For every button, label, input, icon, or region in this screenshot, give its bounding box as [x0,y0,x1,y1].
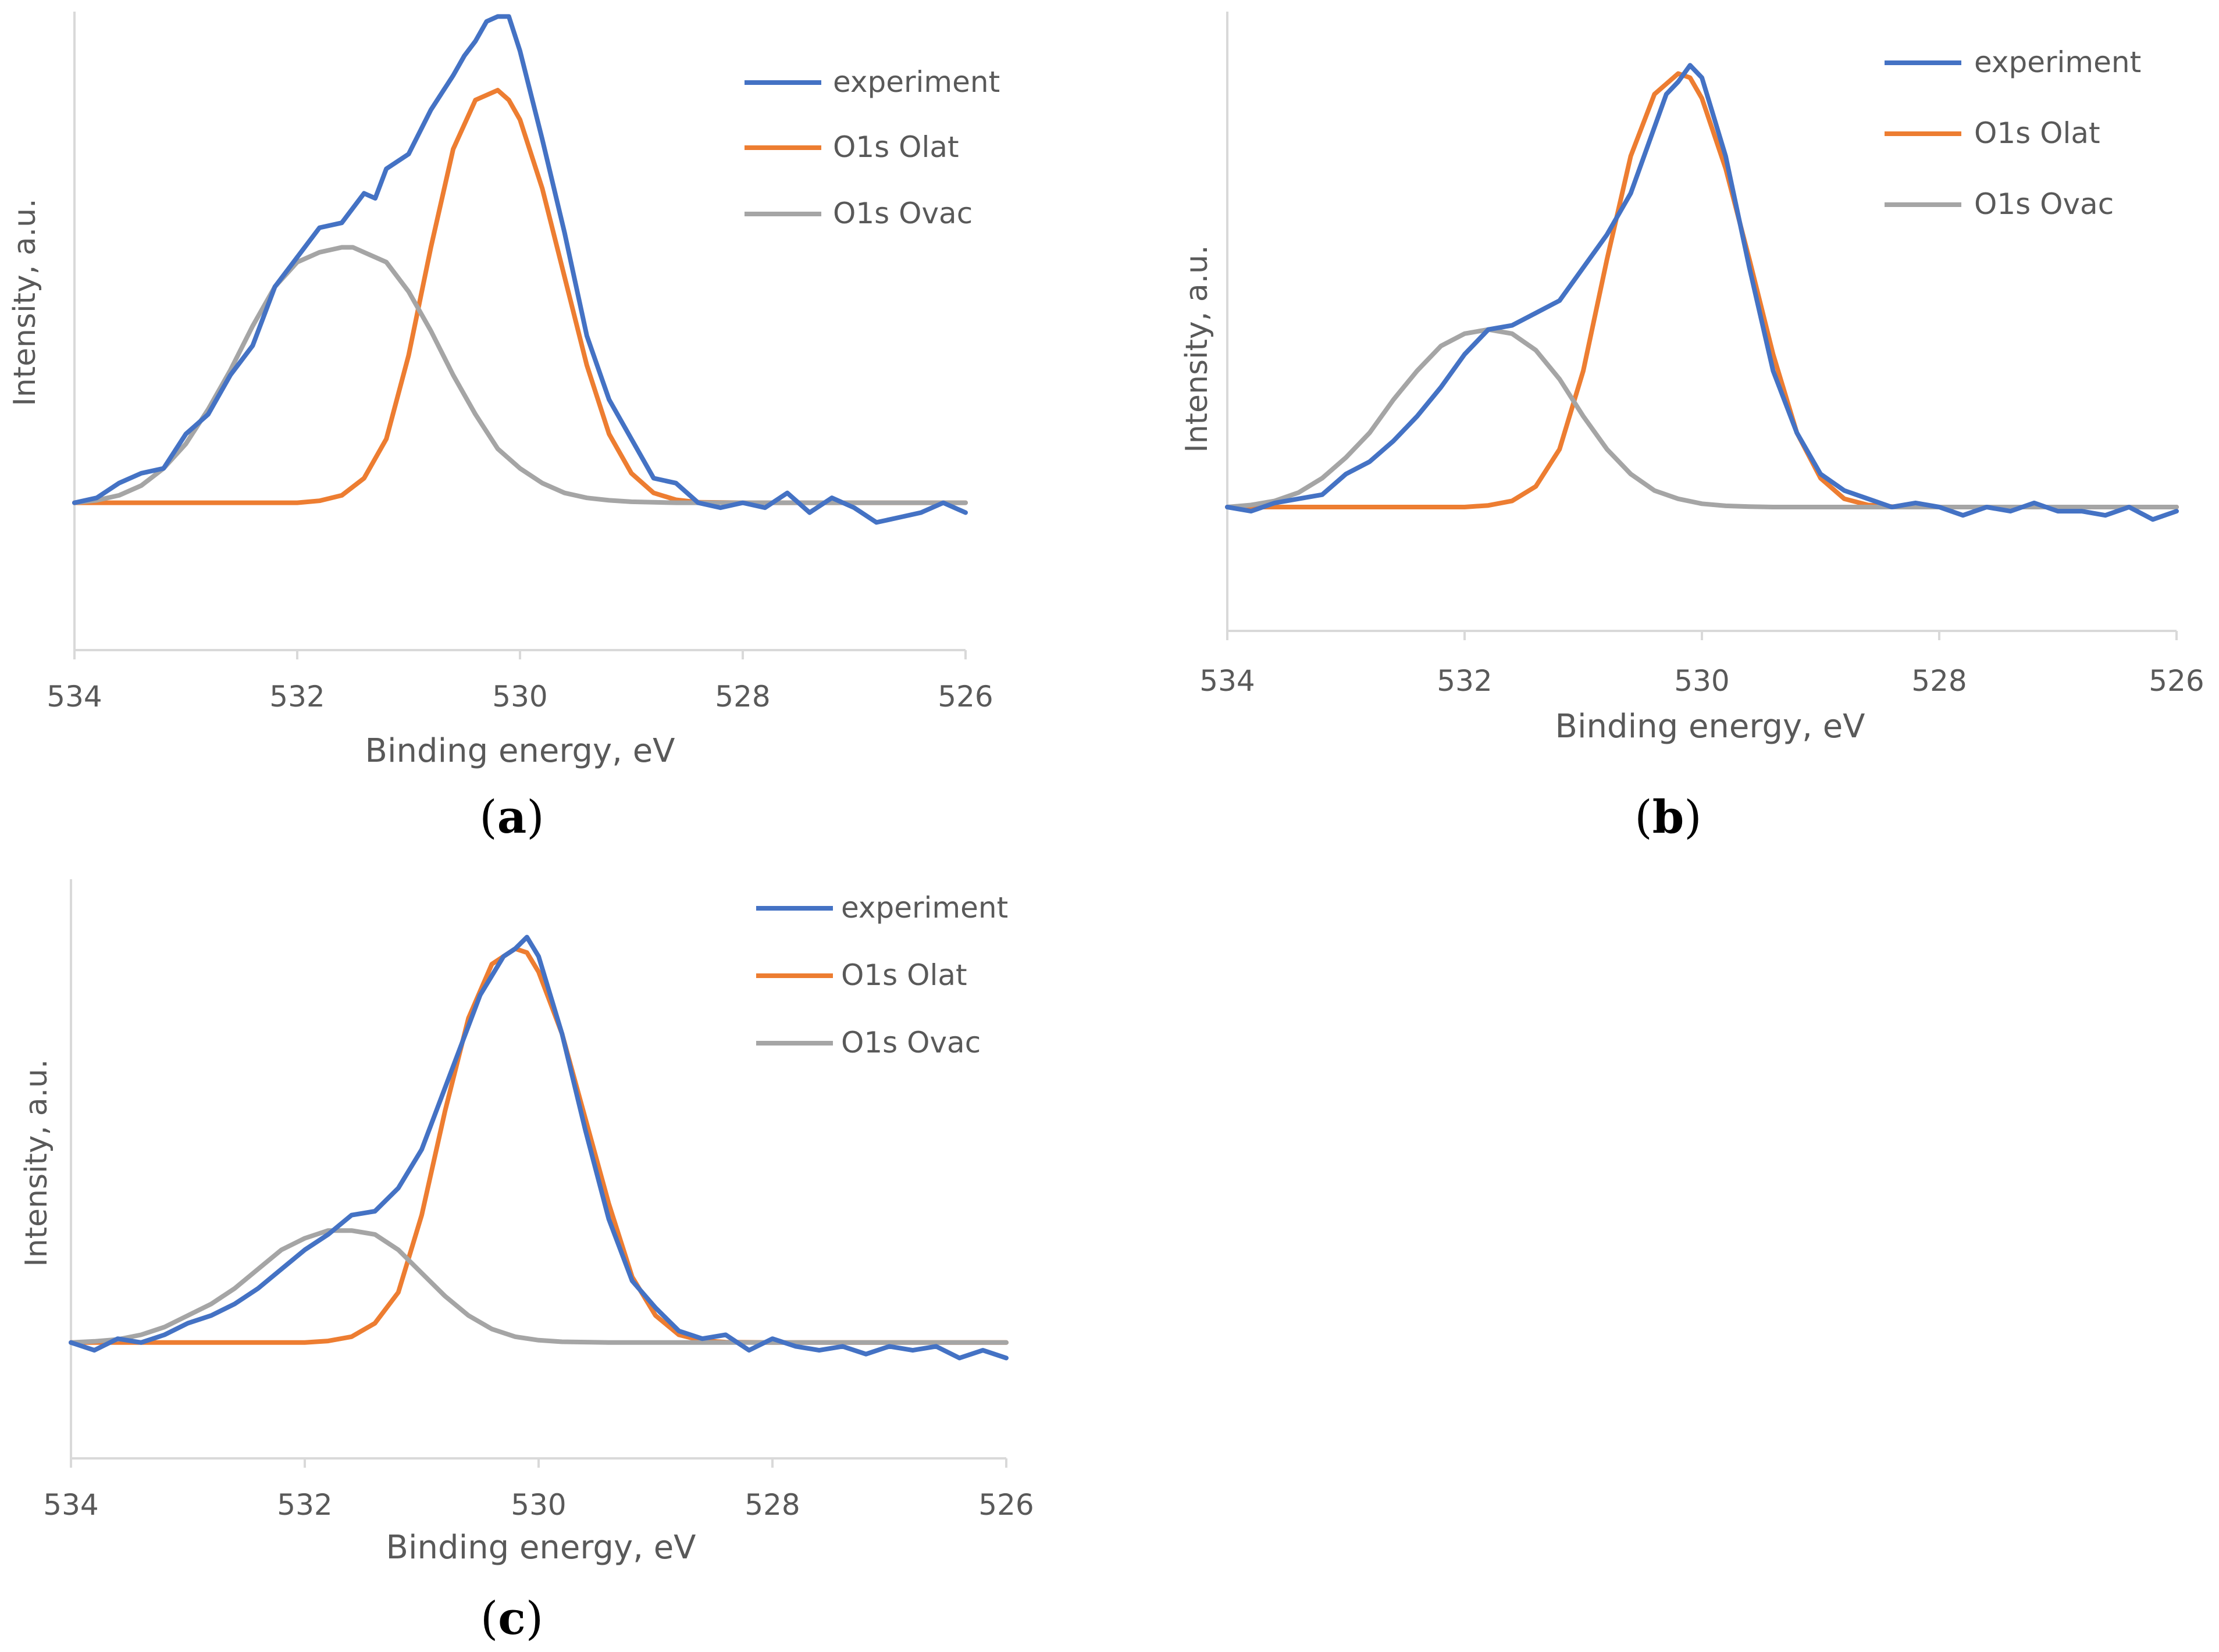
legend-label-experiment: experiment [1974,45,2141,79]
series-lines [1225,63,2179,522]
chart-panel-c: 534 532 530 528 526 Binding energy, eV I… [19,879,1034,1645]
legend-label-olat: O1s Olat [841,958,967,992]
x-axis-label: Binding energy, eV [1555,708,1865,745]
legend-label-olat: O1s Olat [1974,116,2100,150]
series-lines [72,14,968,525]
x-tick-label: 528 [745,1488,800,1522]
x-tick-labels: 534 532 530 528 526 [43,1488,1034,1522]
x-tick-label: 528 [1911,664,1967,698]
x-tick-labels: 534 532 530 528 526 [1199,664,2204,698]
chart-panel-a: 534 532 530 528 526 Binding energy, eV I… [8,12,1000,844]
series-line-experiment [72,14,968,525]
legend: experiment O1s Olat O1s Ovac [756,891,1008,1059]
panel-label: (c) [480,1592,543,1645]
x-tick-label: 534 [47,680,102,713]
x-tick-label: 530 [1674,664,1729,698]
x-tick-label: 530 [511,1488,566,1522]
x-ticks [73,650,967,659]
series-line-experiment [1225,63,2179,522]
legend: experiment O1s Olat O1s Ovac [745,65,1000,230]
series-line-experiment [69,934,1009,1361]
x-tick-label: 530 [492,680,547,713]
x-tick-label: 526 [978,1488,1034,1522]
x-tick-label: 534 [1199,664,1255,698]
x-tick-label: 526 [938,680,993,713]
x-tick-label: 532 [1437,664,1492,698]
x-ticks [1226,631,2178,640]
panel-label: (a) [479,791,544,844]
panel-label: (b) [1634,791,1701,844]
chart-panel-b: 534 532 530 528 526 Binding energy, eV I… [1180,12,2204,844]
legend-label-experiment: experiment [833,65,1000,99]
series-lines [69,934,1009,1361]
legend-label-olat: O1s Olat [833,130,959,164]
legend: experiment O1s Olat O1s Ovac [1885,45,2141,221]
y-axis-label: Intensity, a.u. [8,198,42,406]
x-tick-label: 526 [2149,664,2204,698]
x-axis-label: Binding energy, eV [386,1529,696,1567]
x-tick-label: 532 [269,680,325,713]
legend-label-experiment: experiment [841,891,1008,925]
x-axis-label: Binding energy, eV [365,732,675,770]
x-ticks [70,1458,1007,1468]
x-tick-label: 532 [277,1488,332,1522]
x-tick-labels: 534 532 530 528 526 [47,680,993,713]
y-axis-label: Intensity, a.u. [19,1059,54,1266]
legend-label-ovac: O1s Ovac [1974,187,2114,221]
legend-label-ovac: O1s Ovac [841,1026,981,1059]
x-tick-label: 534 [43,1488,98,1522]
y-axis-label: Intensity, a.u. [1180,245,1214,452]
legend-label-ovac: O1s Ovac [833,197,973,230]
series-line-o1s-ovac [1225,327,2179,509]
x-tick-label: 528 [715,680,770,713]
